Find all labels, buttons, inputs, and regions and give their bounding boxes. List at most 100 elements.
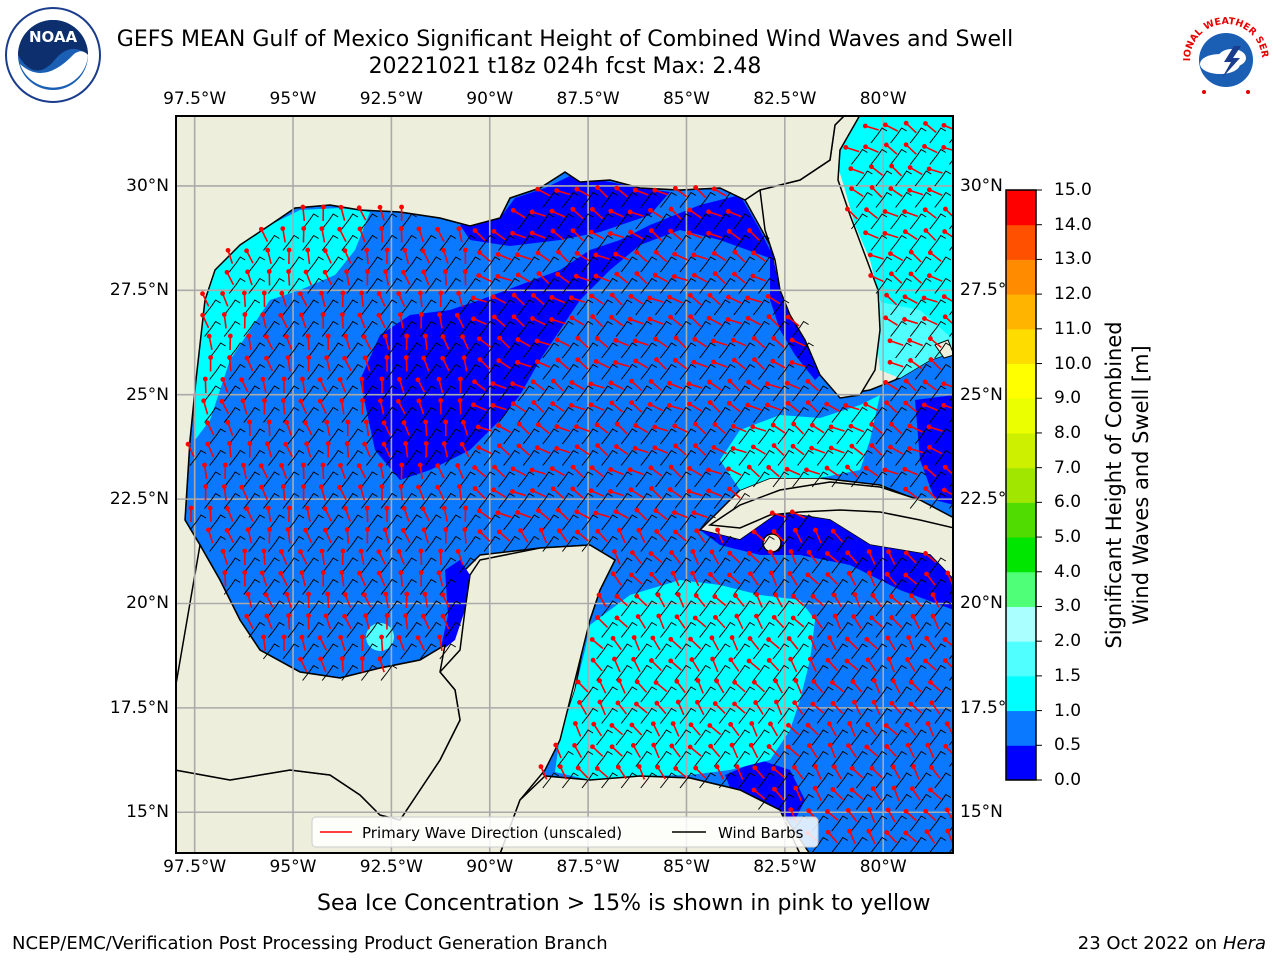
wave-arrow-head bbox=[944, 807, 950, 813]
wave-arrow-head bbox=[942, 314, 948, 320]
gulf-of-mexico-map: Primary Wave Direction (unscaled) Wind B… bbox=[175, 115, 954, 854]
wave-arrow-head bbox=[668, 464, 674, 470]
wind-barb bbox=[243, 471, 261, 488]
wind-barb bbox=[694, 406, 711, 423]
wave-arrow-head bbox=[300, 376, 305, 382]
wind-barb bbox=[248, 277, 266, 294]
colorbar-segment bbox=[1006, 224, 1036, 260]
wind-barb bbox=[620, 707, 638, 724]
wave-arrow-head bbox=[727, 550, 733, 556]
wind-barb bbox=[679, 191, 697, 208]
wind-barb bbox=[792, 557, 809, 574]
wind-barb bbox=[581, 707, 599, 724]
wind-barb bbox=[811, 664, 829, 681]
wind-barb bbox=[655, 643, 672, 660]
wave-arrow-head bbox=[614, 271, 620, 277]
wind-barb bbox=[753, 406, 770, 423]
wave-arrow-head bbox=[361, 592, 367, 598]
wave-arrow-head bbox=[706, 230, 711, 236]
wave-arrow-head bbox=[245, 269, 251, 275]
wave-arrow-head bbox=[244, 613, 250, 619]
wave-arrow-head bbox=[570, 228, 576, 234]
wind-barb bbox=[542, 191, 560, 208]
wind-barb bbox=[346, 363, 364, 380]
wave-arrow-head bbox=[889, 700, 895, 706]
wind-barb bbox=[772, 750, 790, 767]
wave-arrow-head bbox=[631, 656, 637, 662]
wind-barb bbox=[831, 643, 849, 660]
wave-arrow-head bbox=[832, 613, 838, 619]
wind-barb bbox=[635, 729, 653, 746]
wind-barb bbox=[243, 492, 261, 509]
wave-arrow-head bbox=[726, 228, 732, 234]
wave-arrow-head bbox=[555, 507, 561, 513]
wave-arrow-head bbox=[652, 272, 658, 278]
wave-arrow-head bbox=[361, 334, 367, 340]
wind-barb bbox=[326, 514, 344, 531]
wave-arrow-head bbox=[712, 594, 718, 599]
wave-arrow-head bbox=[891, 785, 897, 791]
wave-arrow-head bbox=[359, 634, 365, 640]
wave-arrow-head bbox=[612, 656, 617, 662]
wind-barb bbox=[576, 471, 594, 488]
wave-arrow-head bbox=[687, 401, 692, 407]
wave-arrow-head bbox=[688, 722, 694, 728]
wind-barb bbox=[439, 320, 457, 337]
wind-barb bbox=[346, 342, 364, 359]
colorbar-segment bbox=[1006, 398, 1036, 434]
wind-barb bbox=[287, 428, 305, 445]
wind-barb bbox=[655, 406, 672, 423]
wind-barb bbox=[361, 234, 378, 251]
wind-barb bbox=[674, 385, 692, 402]
wave-arrow-head bbox=[636, 764, 642, 769]
wave-arrow-head bbox=[438, 548, 444, 554]
wave-arrow-head bbox=[813, 764, 818, 769]
wave-arrow-head bbox=[926, 166, 932, 172]
wind-barb bbox=[268, 621, 285, 638]
wind-barb bbox=[674, 471, 692, 488]
wind-barb bbox=[738, 600, 756, 617]
wave-arrow-head bbox=[420, 613, 426, 619]
wind-barb bbox=[326, 277, 344, 294]
wind-barb bbox=[341, 471, 359, 488]
wind-barb bbox=[380, 492, 398, 509]
wave-arrow-head bbox=[325, 333, 331, 339]
wind-barb bbox=[503, 449, 520, 466]
wind-barb bbox=[875, 686, 893, 703]
wave-arrow-head bbox=[922, 144, 927, 149]
wave-arrow-head bbox=[298, 312, 304, 318]
wave-arrow-head bbox=[907, 423, 913, 429]
wave-arrow-head bbox=[943, 743, 949, 749]
wind-barb bbox=[674, 406, 692, 423]
wave-arrow-head bbox=[554, 445, 560, 451]
wind-barb bbox=[248, 256, 266, 273]
wind-barb bbox=[620, 686, 638, 703]
wave-arrow-head bbox=[751, 335, 757, 341]
wind-barb bbox=[321, 471, 339, 488]
wave-arrow-head bbox=[926, 424, 932, 430]
wind-barb bbox=[459, 406, 476, 423]
wave-arrow-head bbox=[608, 231, 613, 236]
wave-arrow-head bbox=[593, 252, 599, 258]
wind-barb bbox=[733, 385, 751, 402]
wave-arrow-head bbox=[687, 466, 692, 471]
wind-barb bbox=[228, 363, 246, 380]
colorbar-segment bbox=[1006, 641, 1036, 677]
wave-arrow-head bbox=[535, 186, 541, 192]
wave-arrow-head bbox=[844, 636, 850, 642]
wave-arrow-head bbox=[649, 658, 654, 663]
wave-arrow-head bbox=[927, 444, 932, 450]
wind-barb bbox=[400, 320, 417, 337]
wave-arrow-head bbox=[655, 592, 661, 598]
wave-arrow-head bbox=[903, 572, 909, 578]
wind-barb bbox=[914, 621, 932, 638]
lon-tick-label: 82.5°W bbox=[753, 857, 817, 877]
wave-arrow-head bbox=[322, 506, 328, 512]
wave-arrow-head bbox=[772, 786, 777, 792]
wave-arrow-head bbox=[399, 226, 404, 231]
wind-barb bbox=[400, 578, 417, 595]
wave-arrow-head bbox=[889, 271, 894, 277]
wind-barb bbox=[601, 428, 618, 445]
wave-arrow-head bbox=[360, 398, 365, 403]
wind-barb bbox=[380, 643, 398, 660]
